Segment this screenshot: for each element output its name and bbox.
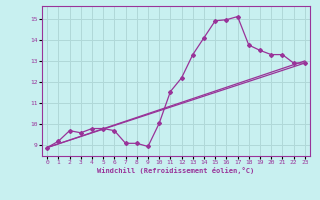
X-axis label: Windchill (Refroidissement éolien,°C): Windchill (Refroidissement éolien,°C) (97, 167, 255, 174)
